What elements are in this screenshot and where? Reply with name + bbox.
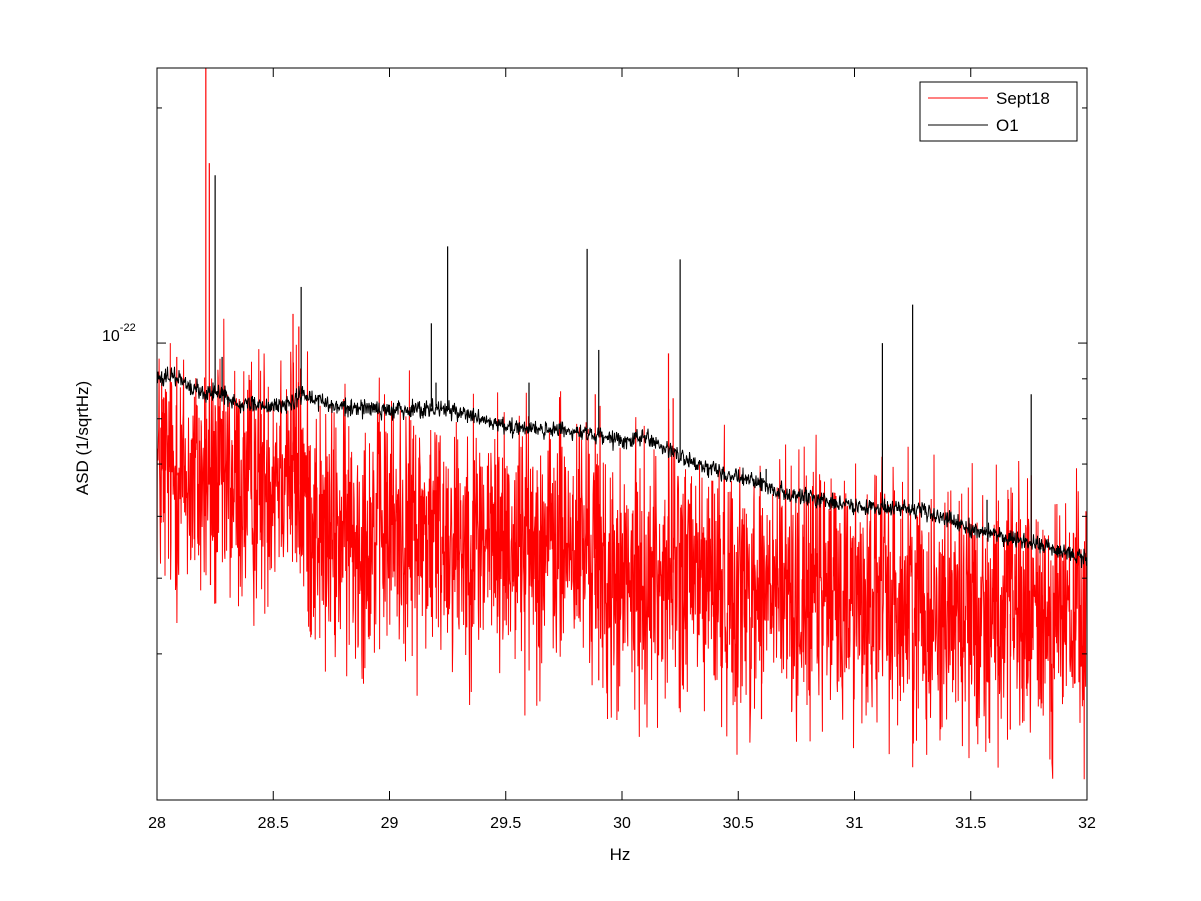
y-tick-exponent: -22 — [120, 322, 136, 334]
x-tick-label: 29 — [381, 815, 399, 832]
x-tick-label: 31 — [846, 815, 864, 832]
legend-box — [919, 81, 1078, 142]
legend-label-sept18: Sept18 — [996, 89, 1050, 108]
x-tick-label: 30 — [613, 815, 631, 832]
x-tick-label: 30.5 — [723, 815, 754, 832]
series-o1-trace — [157, 366, 1087, 569]
x-tick-label: 28.5 — [258, 815, 289, 832]
x-tick-label: 28 — [148, 815, 166, 832]
legend-label-o1: O1 — [996, 116, 1019, 135]
x-axis-label: Hz — [610, 845, 631, 864]
x-tick-label: 29.5 — [490, 815, 521, 832]
plot-frame — [156, 67, 1088, 801]
series-sept18-trace — [157, 318, 1087, 780]
y-tick-label-1e-22: 10-22 — [102, 322, 136, 345]
legend: Sept18 O1 — [919, 81, 1078, 142]
x-tick-label: 32 — [1078, 815, 1096, 832]
y-tick-base: 10 — [102, 328, 120, 345]
y-axis-label: ASD (1/sqrtHz) — [73, 381, 92, 495]
x-tick-label: 31.5 — [955, 815, 986, 832]
